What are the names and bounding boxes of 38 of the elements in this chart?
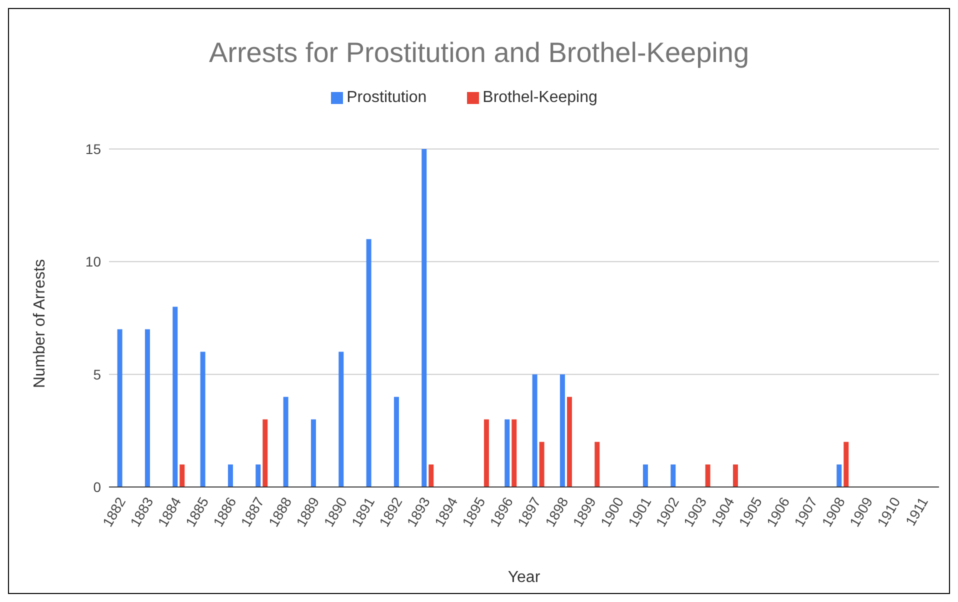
bar [428,464,434,487]
y-tick-label: 0 [93,478,102,495]
bar [642,464,648,487]
y-tick-label: 5 [93,366,102,382]
bar [539,442,544,487]
bar [670,464,676,487]
bar [566,396,572,487]
bar [366,239,372,487]
legend-label: Prostitution [346,89,427,106]
bar [172,306,178,487]
bar [180,464,185,487]
bar [283,396,288,487]
bar [532,374,538,487]
bar [117,329,122,487]
y-tick-label: 10 [85,254,102,270]
bar [512,419,517,487]
bar [422,149,427,487]
bar [256,464,261,487]
legend-label: Brothel-Keeping [482,89,598,106]
bar [394,396,399,487]
bar [594,442,600,487]
bar [262,419,268,487]
bar [836,464,842,487]
bar [484,419,489,487]
bar [504,419,510,487]
y-tick-label: 15 [85,140,102,157]
bar [200,352,206,487]
bar [732,464,738,487]
chart-title: Arrests for Prostitution and Brothel-Keeping [208,37,750,69]
bar [705,464,710,487]
y-axis-title: Number of Arrests [32,259,49,388]
bar [144,329,150,487]
bar [310,419,316,487]
bar [228,464,233,487]
bar [338,352,344,487]
bar [560,374,565,487]
x-axis-title: Year [508,569,541,586]
bar [844,442,849,487]
